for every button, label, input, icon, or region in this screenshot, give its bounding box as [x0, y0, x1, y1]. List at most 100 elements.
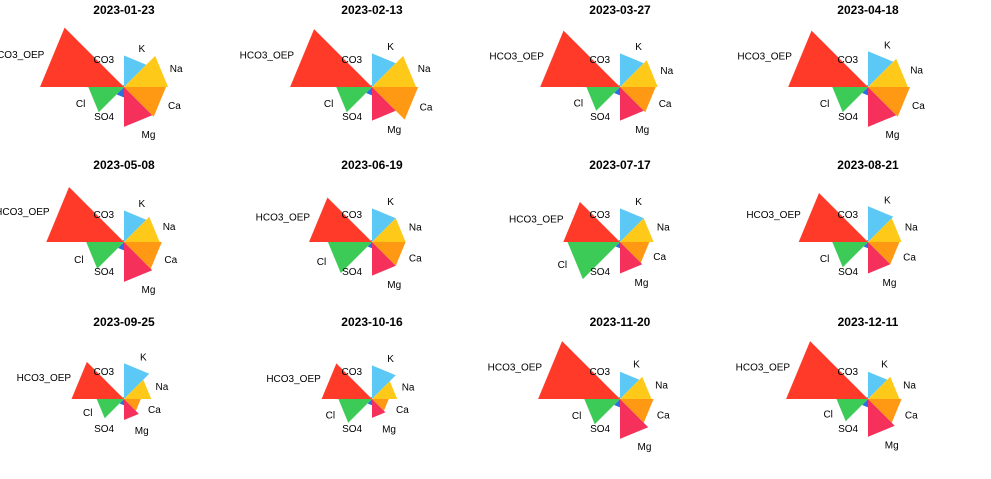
wedge-k: [868, 51, 894, 87]
axis-label-hco3-oep: HCO3_OEP: [0, 207, 50, 218]
wedge-cl: [567, 242, 620, 280]
wedge-mg: [372, 242, 396, 276]
wedge-na: [124, 216, 160, 242]
axis-label-ca: Ca: [905, 410, 918, 421]
wedge-hco3-oep: [71, 361, 124, 399]
axis-label-hco3-oep: HCO3_OEP: [240, 51, 295, 62]
axis-label-co3: CO3: [590, 55, 611, 66]
axis-label-k: K: [140, 352, 147, 363]
panel: 2023-02-13 K Na Ca Mg SO4 Cl HCO3_OEP CO3: [240, 3, 433, 136]
wedge-ca: [868, 399, 902, 423]
axis-label-so4: SO4: [342, 112, 362, 123]
wedge-so4: [118, 242, 124, 251]
axis-label-co3: CO3: [94, 367, 115, 378]
wedge-na: [620, 218, 654, 242]
axis-label-cl: Cl: [317, 257, 326, 268]
panel-title: 2023-05-08: [93, 158, 155, 172]
wedge-so4: [367, 399, 372, 406]
axis-label-so4: SO4: [590, 424, 610, 435]
axis-label-ca: Ca: [164, 255, 177, 266]
axis-label-na: Na: [657, 223, 670, 234]
axis-label-mg: Mg: [635, 125, 649, 136]
axis-label-so4: SO4: [838, 112, 858, 123]
axis-label-ca: Ca: [657, 410, 670, 421]
axis-label-k: K: [635, 197, 642, 208]
axis-label-ca: Ca: [396, 405, 409, 416]
axis-label-na: Na: [660, 66, 673, 77]
wedge-mg: [868, 87, 897, 127]
wedge-hco3-oep: [563, 201, 620, 242]
wedge-hco3-oep: [309, 197, 372, 242]
axis-label-co3: CO3: [590, 367, 611, 378]
panel: 2023-01-23 K Na Ca Mg SO4 Cl HCO3_OEP CO3: [0, 3, 183, 141]
axis-label-ca: Ca: [659, 99, 672, 110]
axis-label-hco3-oep: HCO3_OEP: [0, 50, 45, 61]
wedge-ca: [372, 242, 406, 266]
axis-label-k: K: [881, 360, 888, 371]
wedge-k: [124, 363, 150, 399]
wedge-na: [868, 58, 908, 87]
axis-label-hco3-oep: HCO3_OEP: [266, 374, 321, 385]
wedge-so4: [615, 242, 620, 249]
axis-label-k: K: [387, 354, 394, 365]
axis-label-so4: SO4: [342, 267, 362, 278]
wedge-mg: [620, 87, 644, 121]
wedge-mg: [372, 87, 396, 121]
panel-title: 2023-12-11: [838, 315, 899, 329]
wedge-cl: [336, 87, 372, 113]
panel: 2023-04-18 K Na Ca Mg SO4 Cl HCO3_OEP CO3: [737, 3, 925, 141]
axis-label-so4: SO4: [342, 424, 362, 435]
panel: 2023-03-27 K Na Ca Mg SO4 Cl HCO3_OEP CO3: [489, 3, 673, 136]
wedge-cl: [832, 87, 868, 113]
axis-label-co3: CO3: [342, 367, 363, 378]
panel-title: 2023-06-19: [341, 158, 403, 172]
wedge-k: [124, 55, 147, 87]
axis-label-hco3-oep: HCO3_OEP: [736, 363, 791, 374]
axis-label-so4: SO4: [838, 424, 858, 435]
panel-title: 2023-03-27: [589, 3, 651, 17]
axis-label-co3: CO3: [838, 367, 859, 378]
wedge-co3: [866, 239, 868, 242]
axis-label-co3: CO3: [838, 55, 859, 66]
axis-label-mg: Mg: [135, 426, 149, 437]
axis-label-hco3-oep: HCO3_OEP: [509, 215, 564, 226]
wedge-mg: [620, 399, 649, 439]
axis-label-na: Na: [905, 223, 918, 234]
axis-label-mg: Mg: [886, 130, 900, 141]
wedge-k: [372, 365, 396, 399]
wedge-co3: [618, 396, 620, 399]
wedge-co3: [618, 84, 620, 87]
axis-label-hco3-oep: HCO3_OEP: [256, 212, 311, 223]
wedge-so4: [366, 87, 372, 96]
wedge-co3: [618, 239, 620, 242]
wedge-cl: [327, 242, 372, 274]
axis-label-so4: SO4: [94, 267, 114, 278]
axis-label-k: K: [633, 360, 640, 371]
axis-label-co3: CO3: [94, 210, 115, 221]
axis-label-co3: CO3: [838, 210, 859, 221]
wedge-hco3-oep: [540, 30, 620, 87]
wedge-so4: [119, 399, 124, 406]
axis-label-na: Na: [163, 222, 176, 233]
axis-label-mg: Mg: [638, 442, 652, 453]
wedge-k: [372, 208, 396, 242]
panel: 2023-11-20 K Na Ca Mg SO4 Cl HCO3_OEP CO3: [488, 315, 670, 453]
wedge-k: [124, 210, 147, 242]
panel-title: 2023-02-13: [341, 3, 403, 17]
wedge-co3: [122, 84, 124, 87]
wedge-na: [372, 381, 398, 399]
axis-label-cl: Cl: [74, 255, 83, 266]
axis-label-hco3-oep: HCO3_OEP: [746, 210, 801, 221]
axis-label-na: Na: [402, 383, 415, 394]
axis-label-cl: Cl: [324, 99, 333, 110]
axis-label-ca: Ca: [420, 103, 433, 114]
wedge-so4: [862, 399, 868, 408]
panel: 2023-07-17 K Na Ca Mg SO4 Cl HCO3_OEP CO3: [509, 158, 670, 289]
panel: 2023-12-11 K Na Ca Mg SO4 Cl HCO3_OEP CO3: [736, 315, 918, 451]
wedge-so4: [614, 87, 620, 96]
axis-label-ca: Ca: [148, 405, 161, 416]
axis-label-mg: Mg: [142, 130, 156, 141]
wedge-cl: [86, 242, 124, 269]
wedge-ca: [124, 87, 166, 117]
